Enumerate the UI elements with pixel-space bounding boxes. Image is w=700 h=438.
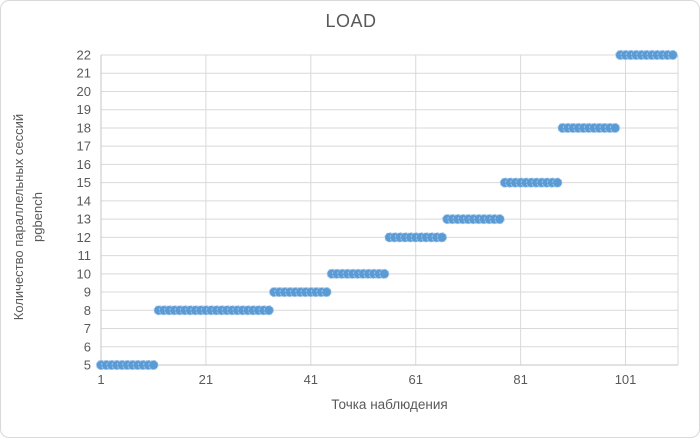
y-tick-label: 13 bbox=[77, 212, 91, 227]
y-tick-label: 21 bbox=[77, 66, 91, 81]
y-tick-label: 8 bbox=[84, 303, 91, 318]
y-tick-label: 14 bbox=[77, 193, 91, 208]
y-tick-label: 22 bbox=[77, 48, 91, 63]
y-tick-label: 7 bbox=[84, 321, 91, 336]
data-point bbox=[263, 305, 274, 316]
data-point bbox=[609, 122, 621, 134]
x-tick-label: 81 bbox=[513, 372, 527, 387]
x-tick-label: 61 bbox=[408, 372, 422, 387]
data-point bbox=[667, 49, 678, 61]
y-tick-label: 19 bbox=[77, 102, 91, 117]
y-axis-title: Количество параллельных сессий pgbench bbox=[9, 37, 49, 397]
chart-title: LOAD bbox=[325, 11, 377, 31]
data-point bbox=[321, 286, 332, 298]
data-point bbox=[379, 268, 390, 279]
y-tick-label: 5 bbox=[84, 358, 91, 373]
y-tick-label: 6 bbox=[84, 339, 91, 354]
data-point bbox=[436, 232, 448, 243]
y-tick-label: 16 bbox=[77, 157, 91, 172]
y-axis-title-line2: pgbench bbox=[30, 192, 45, 242]
y-tick-label: 9 bbox=[84, 285, 91, 300]
y-axis-title-line1: Количество параллельных сессий bbox=[11, 113, 26, 321]
y-tick-label: 17 bbox=[77, 139, 91, 154]
data-point bbox=[552, 177, 563, 188]
y-tick-label: 15 bbox=[77, 175, 91, 190]
y-tick-label: 12 bbox=[77, 230, 91, 245]
x-axis-title: Точка наблюдения bbox=[331, 397, 448, 412]
x-tick-label: 41 bbox=[304, 372, 318, 387]
data-point bbox=[148, 359, 159, 371]
x-tick-label: 101 bbox=[615, 372, 637, 387]
data-point bbox=[494, 214, 505, 225]
y-tick-label: 10 bbox=[77, 266, 91, 281]
y-tick-label: 11 bbox=[78, 248, 92, 263]
x-tick-label: 21 bbox=[199, 372, 213, 387]
x-tick-label: 1 bbox=[97, 372, 104, 387]
y-tick-label: 20 bbox=[77, 84, 91, 99]
y-tick-label: 18 bbox=[77, 120, 91, 135]
